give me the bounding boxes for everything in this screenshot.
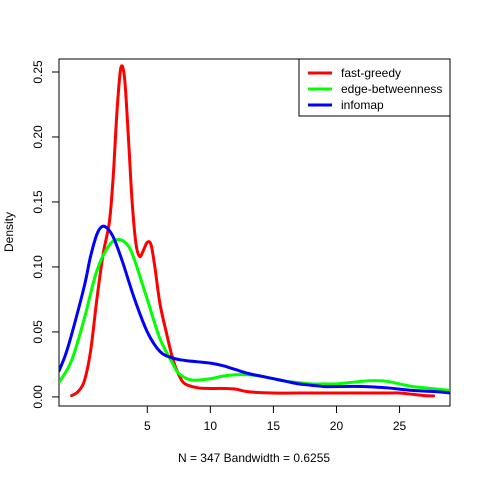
legend-label: edge-betweenness [341,82,442,96]
series-group [59,64,450,398]
series-line-fast-greedy [70,64,436,398]
legend: fast-greedy edge-betweenness infomap [298,58,451,117]
y-tick-label: 0.05 [31,320,45,344]
x-tick-label: 15 [267,419,281,433]
x-tick-label: 20 [330,419,344,433]
y-tick-label: 0.25 [31,60,45,84]
legend-label: fast-greedy [341,66,401,80]
y-tick-label: 0.15 [31,190,45,214]
x-tick-label: 25 [393,419,407,433]
legend-label: infomap [341,98,384,112]
y-tick-label: 0.10 [31,255,45,279]
series-line-infomap [59,224,450,395]
x-tick-label: 10 [204,419,218,433]
y-axis-title: Density [2,212,16,252]
x-axis-title: N = 347 Bandwidth = 0.6255 [178,451,330,465]
y-tick-label: 0.20 [31,125,45,149]
x-tick-label: 5 [144,419,151,433]
y-tick-label: 0.00 [31,385,45,409]
x-axis: 5 10 15 20 25 [144,406,407,433]
plot-frame [58,58,451,407]
y-axis: 0.00 0.05 0.10 0.15 0.20 0.25 [31,60,59,409]
